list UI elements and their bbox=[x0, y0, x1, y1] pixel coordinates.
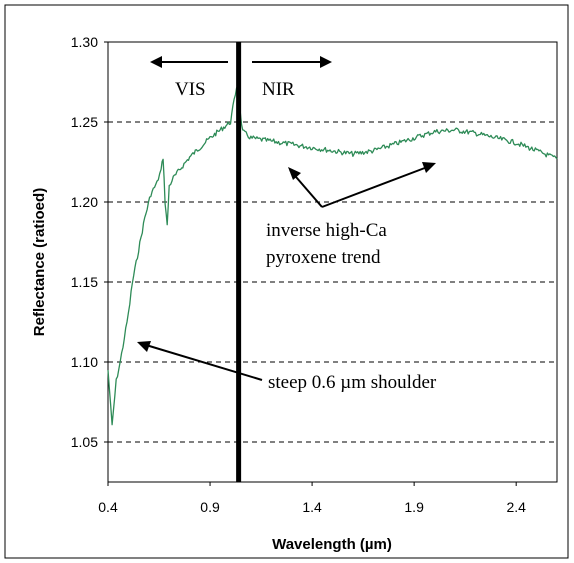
spectrum-line bbox=[107, 87, 558, 426]
plot-area bbox=[107, 41, 558, 483]
trend-arrowhead-right bbox=[422, 162, 436, 173]
x-tick-label: 1.9 bbox=[404, 499, 424, 515]
shoulder-label: steep 0.6 µm shoulder bbox=[268, 372, 437, 393]
x-tick-label: 1.4 bbox=[302, 499, 322, 515]
x-tick-label: 2.4 bbox=[506, 499, 526, 515]
y-tick-label: 1.10 bbox=[71, 354, 98, 370]
y-axis-title: Reflectance (ratioed) bbox=[31, 188, 48, 336]
shoulder-arrow-line bbox=[145, 344, 263, 381]
vis-label: VIS bbox=[175, 79, 206, 100]
y-tick-label: 1.30 bbox=[71, 34, 98, 50]
y-tick-labels: 1.05 1.10 1.15 1.20 1.25 1.30 bbox=[71, 34, 108, 450]
shoulder-arrowhead bbox=[137, 341, 151, 352]
nir-label: NIR bbox=[262, 79, 295, 100]
x-axis-title: Wavelength (µm) bbox=[272, 536, 392, 553]
y-tick-label: 1.25 bbox=[71, 114, 98, 130]
figure-border bbox=[4, 4, 569, 559]
trend-label-line2: pyroxene trend bbox=[266, 247, 381, 268]
y-tick-label: 1.15 bbox=[71, 274, 98, 290]
trend-arrowhead-left bbox=[288, 167, 301, 180]
series-group bbox=[107, 87, 558, 426]
trend-label-line1: inverse high-Ca bbox=[266, 220, 387, 241]
vis-arrowhead bbox=[150, 56, 162, 68]
x-tick-labels: 0.4 0.9 1.4 1.9 2.4 bbox=[98, 482, 526, 515]
x-tick-label: 0.4 bbox=[98, 499, 118, 515]
gridlines bbox=[108, 121, 557, 443]
nir-arrowhead bbox=[320, 56, 332, 68]
y-tick-label: 1.05 bbox=[71, 434, 98, 450]
y-tick-label: 1.20 bbox=[71, 194, 98, 210]
trend-arrow-right-line bbox=[321, 165, 431, 208]
x-tick-label: 0.9 bbox=[200, 499, 220, 515]
